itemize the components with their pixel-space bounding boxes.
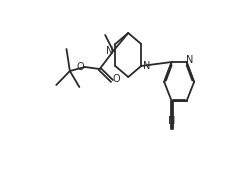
Text: N: N <box>168 116 175 126</box>
Text: N: N <box>106 46 114 56</box>
Text: N: N <box>186 55 194 65</box>
Text: N: N <box>143 61 150 71</box>
Text: O: O <box>113 74 121 84</box>
Text: O: O <box>76 62 84 72</box>
